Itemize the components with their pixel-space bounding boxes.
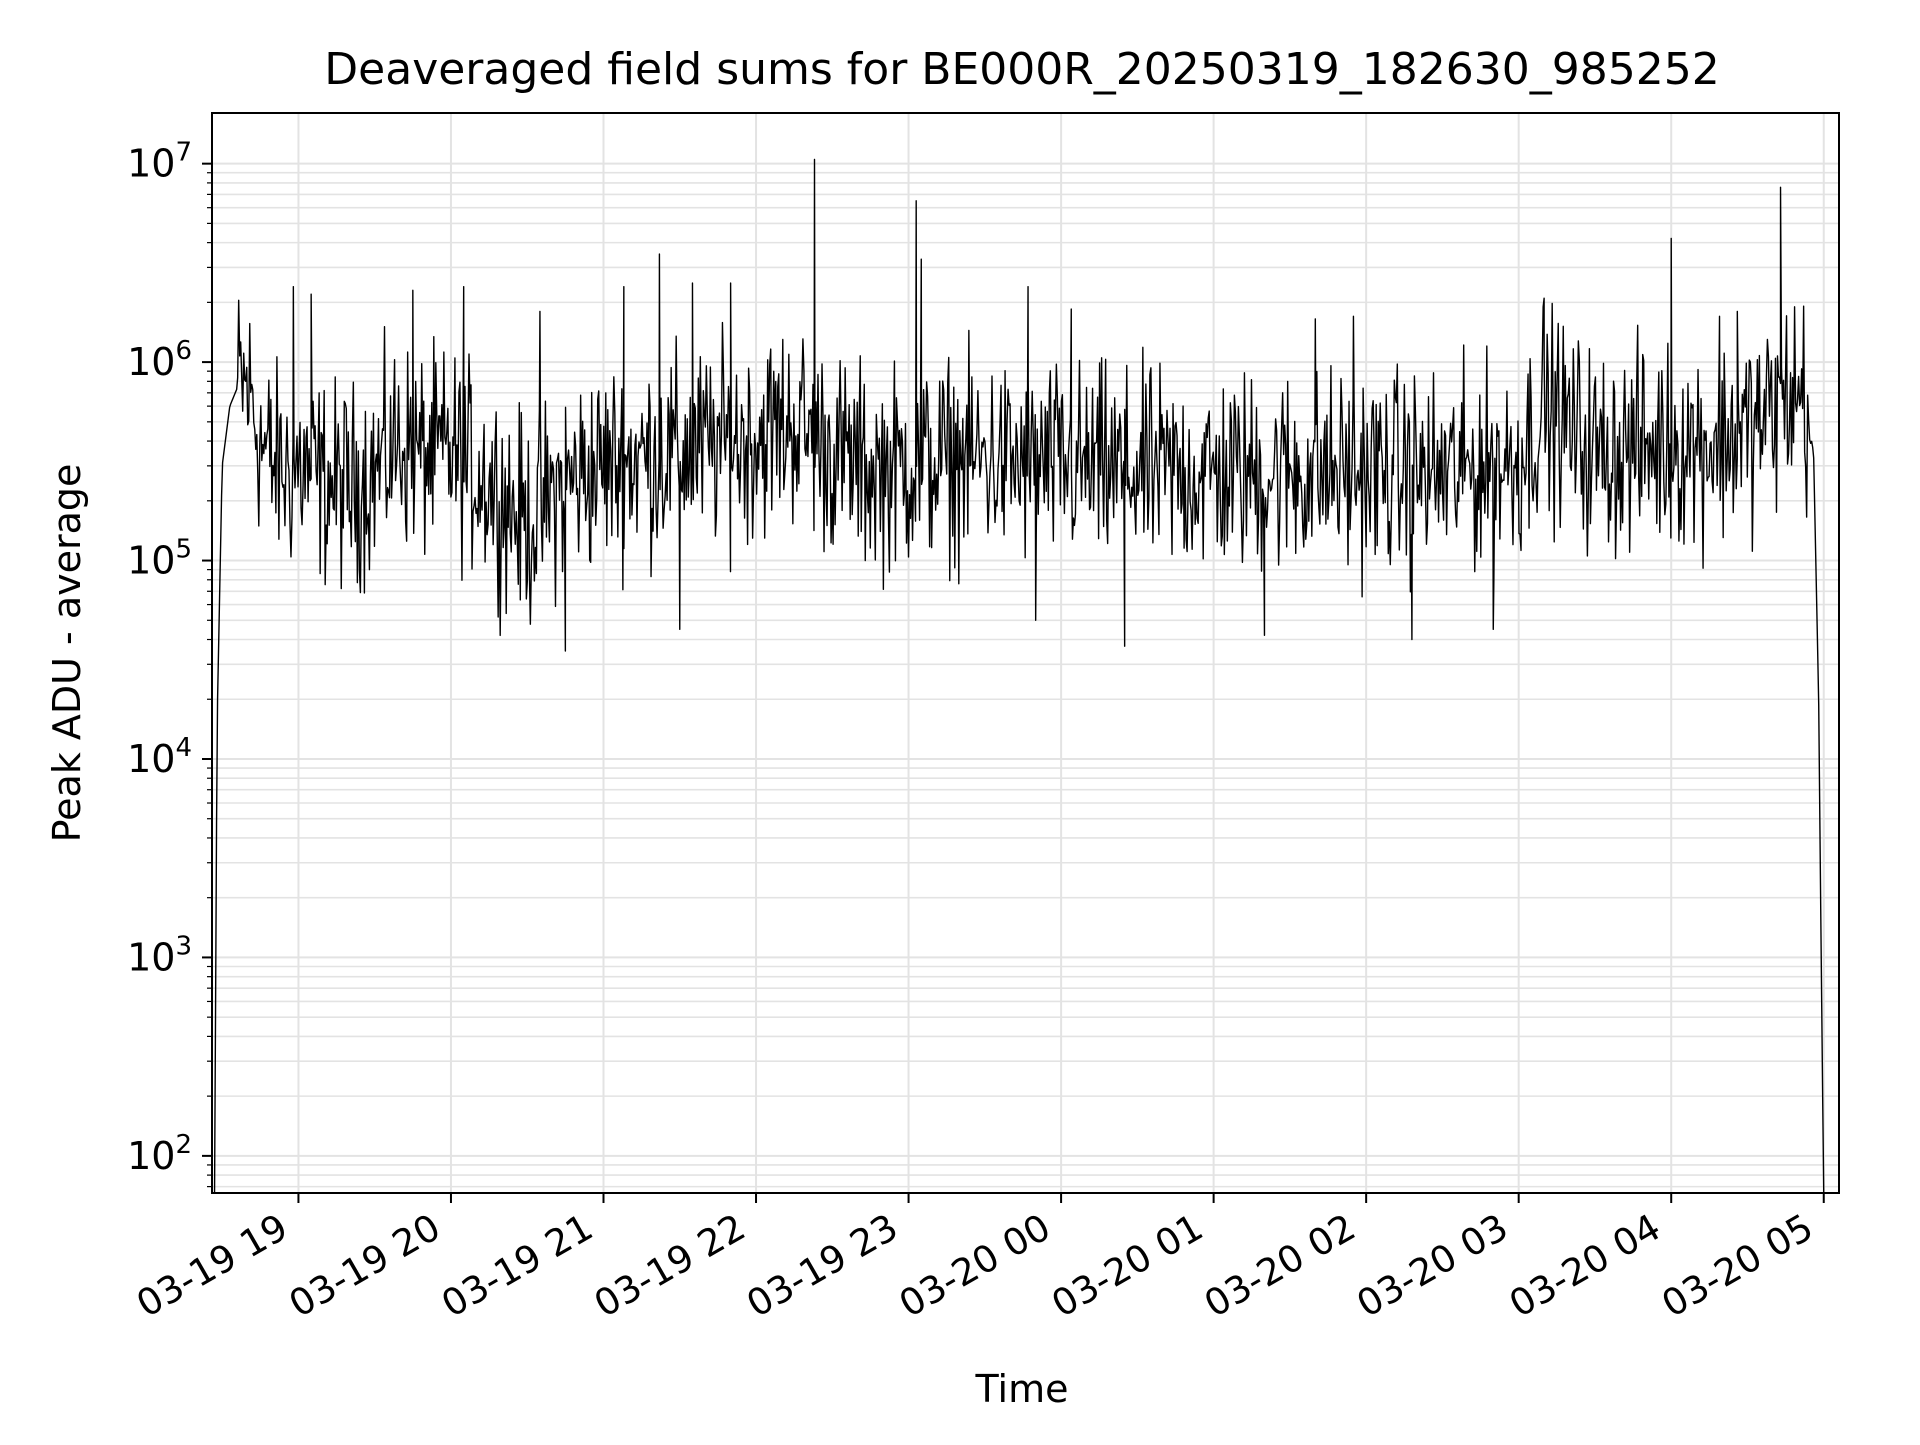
plot-frame <box>211 112 1840 1194</box>
y-tick-label: 102 <box>127 1130 192 1178</box>
plot-area <box>213 158 1825 1194</box>
chart-title: Deaveraged field sums for BE000R_2025031… <box>324 44 1719 95</box>
y-tick-label: 105 <box>127 535 192 583</box>
y-tick-label: 106 <box>127 336 192 384</box>
series-line <box>213 158 1825 1194</box>
y-tick-label: 107 <box>127 138 192 186</box>
y-axis-label: Peak ADU - average <box>45 464 89 843</box>
y-tick-label: 103 <box>127 931 192 979</box>
y-tick-label: 104 <box>127 733 192 781</box>
x-axis-label: Time <box>975 1367 1069 1411</box>
grid <box>212 113 1839 1193</box>
